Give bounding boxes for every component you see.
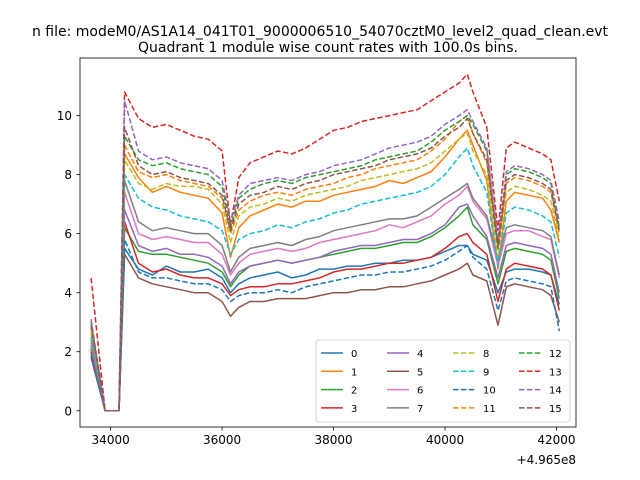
legend-label-0: 0 — [351, 349, 357, 360]
figure-title: n file: modeM0/AS1A14_041T01_9000006510_… — [32, 24, 609, 40]
series-line-1 — [90, 129, 561, 412]
plot-area — [90, 73, 561, 412]
y-tick-label: 2 — [64, 345, 72, 359]
x-axis-offset-label: +4.965e8 — [517, 453, 576, 467]
series-line-8 — [90, 132, 561, 412]
series-group — [90, 73, 561, 412]
series-line-5 — [90, 253, 561, 412]
axes-frame — [79, 57, 577, 428]
y-tick-label: 4 — [64, 286, 72, 300]
legend-label-11: 11 — [483, 404, 496, 415]
legend-label-10: 10 — [483, 386, 496, 397]
x-tick-label: 38000 — [314, 433, 352, 447]
y-tick-label: 10 — [57, 109, 72, 123]
legend-label-6: 6 — [417, 386, 423, 397]
legend-label-15: 15 — [549, 404, 562, 415]
series-line-13 — [90, 73, 561, 412]
series-line-3 — [90, 221, 561, 412]
series-line-15 — [90, 117, 561, 412]
legend-label-3: 3 — [351, 404, 357, 415]
chart-title: Quadrant 1 module wise count rates with … — [138, 40, 518, 56]
series-line-7 — [90, 179, 561, 412]
legend-label-13: 13 — [549, 367, 562, 378]
x-tick-label: 40000 — [426, 433, 464, 447]
legend-label-14: 14 — [549, 386, 562, 397]
y-tick-label: 0 — [64, 404, 72, 418]
legend-label-2: 2 — [351, 386, 357, 397]
series-line-10 — [90, 238, 561, 412]
y-tick-label: 8 — [64, 168, 72, 182]
series-line-2 — [90, 206, 561, 412]
series-line-6 — [90, 185, 561, 412]
y-tick-label: 6 — [64, 227, 72, 241]
x-tick-label: 42000 — [537, 433, 575, 447]
series-line-4 — [90, 203, 561, 412]
legend-label-8: 8 — [483, 349, 489, 360]
legend-label-12: 12 — [549, 349, 562, 360]
x-tick-label: 34000 — [92, 433, 130, 447]
series-line-9 — [90, 147, 561, 412]
legend-label-5: 5 — [417, 367, 423, 378]
legend-label-4: 4 — [417, 349, 423, 360]
series-line-0 — [90, 244, 561, 412]
x-tick-label: 36000 — [203, 433, 241, 447]
legend-label-7: 7 — [417, 404, 423, 415]
legend-label-1: 1 — [351, 367, 357, 378]
legend-box — [315, 339, 571, 423]
legend-label-9: 9 — [483, 367, 489, 378]
